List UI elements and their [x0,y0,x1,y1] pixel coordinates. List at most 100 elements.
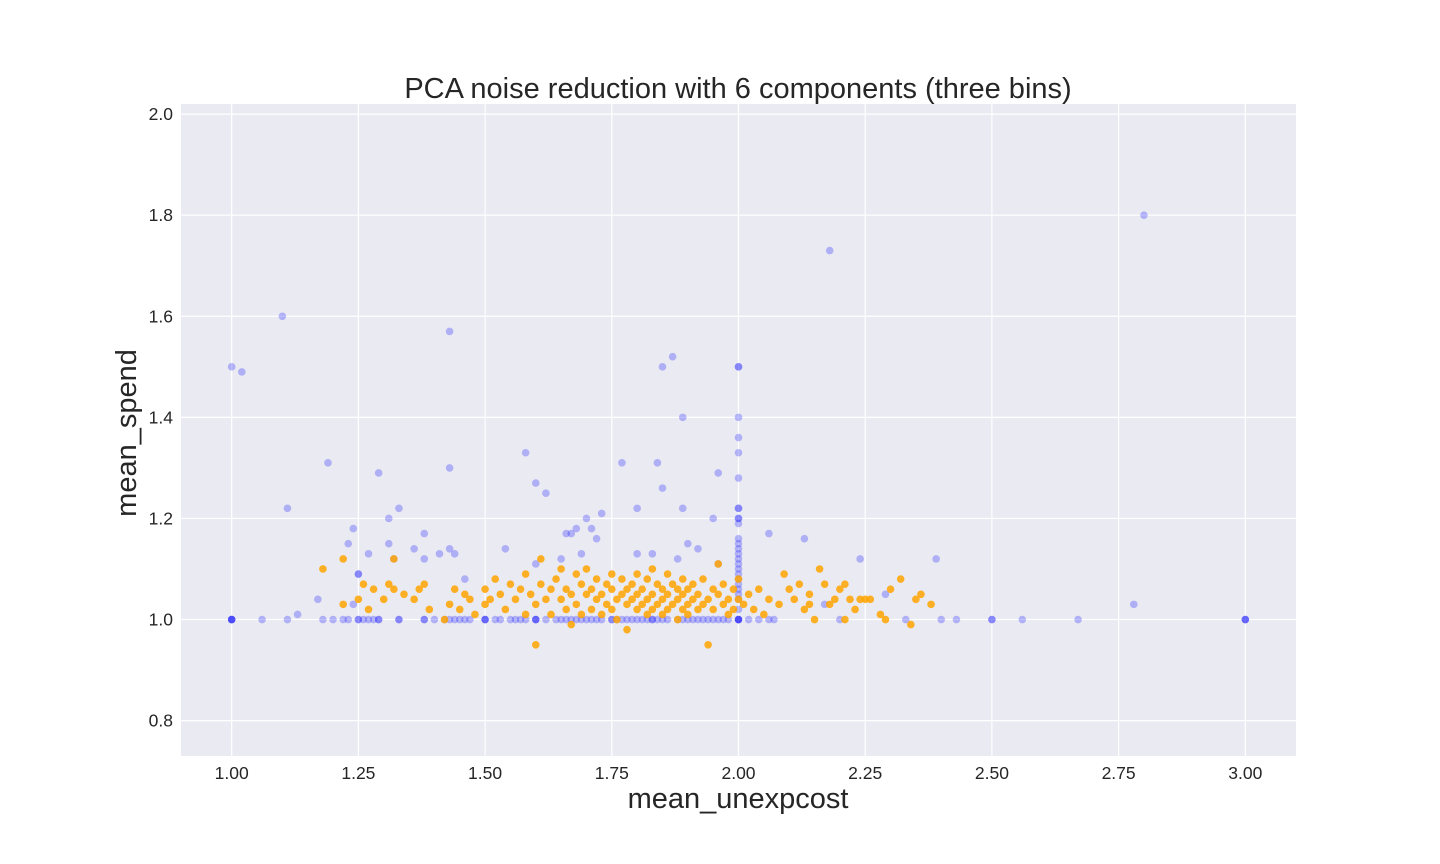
orange-point [663,605,672,614]
orange-point [765,595,773,604]
blue-point [658,363,667,371]
blue-point [699,615,707,624]
blue-point [481,615,489,624]
blue-point [496,615,505,624]
orange-point [623,625,631,634]
orange-point [623,585,631,594]
orange-point [466,595,474,604]
blue-point [445,327,454,336]
orange-point [562,605,570,614]
y-tick-label: 2.0 [149,104,174,124]
orange-point [633,590,641,599]
blue-point [673,555,682,563]
orange-point [461,590,469,599]
blue-point [572,524,581,533]
blue-point [734,504,743,513]
blue-point [364,550,373,558]
y-tick-label: 1.8 [149,205,173,225]
blue-point [734,363,743,371]
orange-series-points [319,555,935,649]
orange-point [379,595,388,604]
blue-point [1130,600,1138,609]
y-tick-label: 1.0 [149,610,174,630]
orange-point [390,585,398,594]
orange-point [521,570,530,578]
blue-point [491,615,500,624]
orange-point [481,600,489,609]
blue-point [420,529,429,538]
y-tick-label: 1.4 [149,407,174,427]
blue-point [521,448,530,457]
orange-point [673,585,682,594]
blue-point [734,514,743,523]
orange-point [724,610,733,619]
x-tick-label: 1.00 [215,763,249,783]
orange-point [851,605,859,614]
blue-point [744,615,753,624]
blue-point [648,550,657,558]
blue-point [648,615,657,624]
orange-point [582,590,591,599]
orange-point [587,605,596,614]
blue-point [557,555,565,563]
blue-point [582,615,591,624]
orange-point [709,585,717,594]
x-tick-label: 3.00 [1228,763,1262,783]
orange-point [542,595,550,604]
blue-point [668,352,677,361]
blue-point [293,610,302,619]
orange-point [907,620,915,629]
blue-point [1241,615,1250,624]
orange-point [678,605,687,614]
blue-point [466,615,474,624]
orange-point [729,585,738,594]
blue-point [633,504,641,513]
blue-point [374,469,383,477]
blue-point [952,615,961,624]
orange-point [481,585,489,594]
blue-point [420,615,429,624]
orange-point [410,595,418,604]
orange-point [760,610,768,619]
orange-point [836,585,844,594]
orange-point [471,610,479,619]
orange-point [881,615,890,624]
blue-point [765,529,773,538]
orange-point [491,575,500,583]
orange-point [709,605,717,614]
orange-point [714,590,723,599]
orange-point [714,560,723,568]
orange-point [597,590,606,599]
blue-point [734,615,743,624]
orange-point [830,595,839,604]
blue-point [719,615,728,624]
blue-point [374,615,383,624]
blue-point [653,615,662,624]
blue-point [511,615,520,624]
blue-point [349,524,358,533]
orange-point [785,585,793,594]
orange-point [511,595,520,604]
orange-point [628,595,636,604]
blue-point [329,615,337,624]
y-tick-label: 1.2 [149,508,173,528]
blue-point [694,544,702,553]
blue-point [531,615,540,624]
blue-point [420,615,429,624]
orange-point [815,565,824,573]
orange-point [587,585,596,594]
blue-point [709,514,717,523]
blue-point [395,615,403,624]
blue-point [227,615,236,624]
orange-point [658,595,667,604]
blue-point [678,413,687,422]
orange-point [734,575,743,583]
orange-point [521,610,530,619]
orange-point [531,600,540,609]
blue-point [1140,211,1148,219]
blue-point [856,555,864,563]
blue-point [587,615,596,624]
orange-point [678,575,687,583]
blue-point [354,615,363,624]
